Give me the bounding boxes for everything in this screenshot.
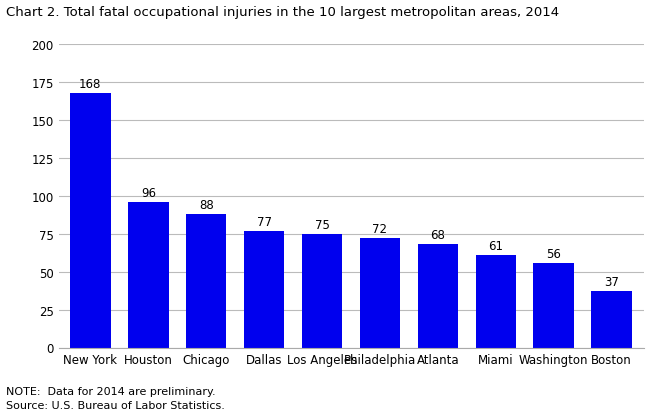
Text: 68: 68 bbox=[430, 229, 445, 242]
Text: Chart 2. Total fatal occupational injuries in the 10 largest metropolitan areas,: Chart 2. Total fatal occupational injuri… bbox=[6, 6, 560, 19]
Bar bbox=[592, 292, 632, 348]
Text: NOTE:  Data for 2014 are preliminary.: NOTE: Data for 2014 are preliminary. bbox=[6, 387, 216, 396]
Bar bbox=[128, 202, 168, 348]
Text: 72: 72 bbox=[372, 222, 387, 236]
Text: 96: 96 bbox=[141, 187, 156, 199]
Bar bbox=[244, 231, 285, 348]
Bar bbox=[302, 234, 343, 348]
Bar bbox=[534, 263, 574, 348]
Bar bbox=[70, 93, 111, 348]
Text: 77: 77 bbox=[257, 215, 272, 228]
Bar bbox=[186, 214, 226, 348]
Text: 56: 56 bbox=[546, 247, 561, 260]
Text: 88: 88 bbox=[199, 198, 214, 211]
Text: 37: 37 bbox=[604, 276, 619, 289]
Bar bbox=[359, 239, 400, 348]
Text: 75: 75 bbox=[315, 218, 330, 231]
Text: 168: 168 bbox=[79, 77, 101, 90]
Bar bbox=[417, 245, 458, 348]
Bar bbox=[476, 255, 516, 348]
Text: 61: 61 bbox=[488, 239, 503, 252]
Text: Source: U.S. Bureau of Labor Statistics.: Source: U.S. Bureau of Labor Statistics. bbox=[6, 400, 226, 409]
